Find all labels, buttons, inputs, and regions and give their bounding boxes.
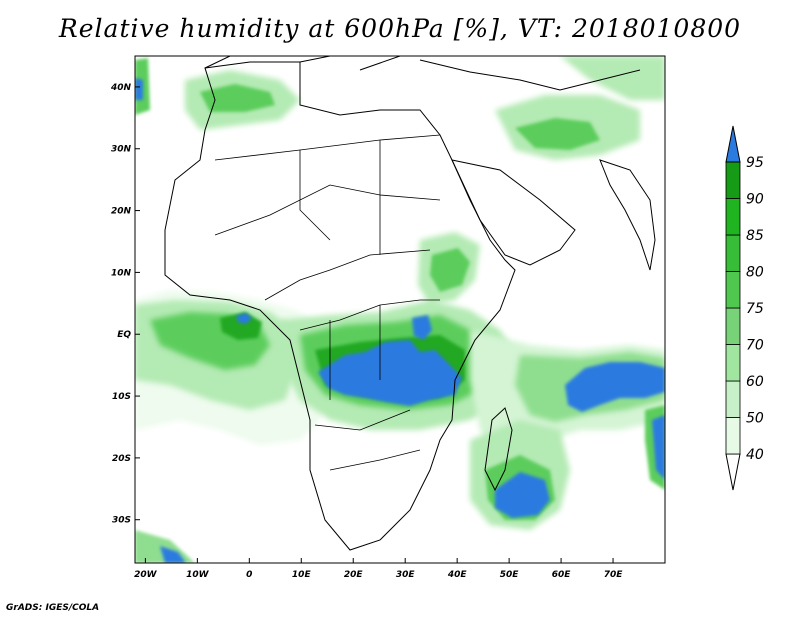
longitude-axis: 20W 10W 0 10E 20E 30E 40E 50E 60E 70E xyxy=(134,558,623,580)
lon-tick-label: 60E xyxy=(552,570,572,580)
colorbar-min-arrow xyxy=(725,453,741,491)
coastline-borders xyxy=(164,56,656,551)
colorbar-swatch xyxy=(725,380,741,418)
colorbar-label: 50 xyxy=(746,411,764,427)
lat-tick-label: 20S xyxy=(112,454,131,464)
colorbar-swatch xyxy=(725,307,741,345)
lon-tick-label: 30E xyxy=(396,570,416,580)
lat-tick-label: 40N xyxy=(110,83,132,93)
humidity-region-southwest-peak xyxy=(160,546,186,563)
lat-tick-label: 20N xyxy=(111,207,132,217)
madagascar-coastline xyxy=(484,407,513,492)
humidity-region-northwest-peak xyxy=(135,78,143,100)
colorbar-label: 90 xyxy=(746,192,764,208)
lon-tick-label: 20E xyxy=(344,570,364,580)
colorbar-swatch xyxy=(725,417,741,455)
colorbar-swatch xyxy=(725,271,741,309)
humidity-region-middle-east-inner xyxy=(515,118,600,150)
colorbar-swatch xyxy=(725,344,741,382)
colorbar-swatch xyxy=(725,234,741,272)
colorbar-label: 80 xyxy=(746,265,764,281)
lat-tick-label: 10N xyxy=(111,268,132,278)
arabia-coastline xyxy=(451,159,576,266)
lon-tick-label: 40E xyxy=(447,570,468,580)
lon-tick-label: 10E xyxy=(292,570,312,580)
humidity-region-northeast xyxy=(560,56,665,100)
colorbar-label: 75 xyxy=(746,301,764,317)
lon-tick-label: 20W xyxy=(134,570,158,580)
humidity-region-great-lakes xyxy=(412,315,432,340)
humidity-region-mediterranean-inner xyxy=(200,84,275,112)
lon-tick-label: 0 xyxy=(246,570,252,580)
latitude-axis: 40N 30N 20N 10N EQ 10S 20S 30S xyxy=(110,83,140,526)
colorbar-swatch xyxy=(725,161,741,199)
humidity-region-gulf-guinea-peak xyxy=(236,313,252,324)
colorbar-max-arrow xyxy=(725,125,741,163)
lat-tick-label: 30S xyxy=(112,516,131,526)
lat-tick-label: 10S xyxy=(112,392,131,402)
colorbar-label: 60 xyxy=(746,374,764,390)
lon-tick-label: 70E xyxy=(604,570,624,580)
humidity-field xyxy=(135,56,665,563)
map-frame xyxy=(134,55,666,564)
credit-label: GrADS: IGES/COLA xyxy=(6,603,100,613)
chart-title: Relative humidity at 600hPa [%], VT: 201… xyxy=(58,14,742,43)
colorbar-label: 85 xyxy=(746,228,764,244)
colorbar-label: 40 xyxy=(746,447,764,463)
lon-tick-label: 50E xyxy=(500,570,520,580)
humidity-region-east-patch-core xyxy=(652,415,665,480)
humidity-region-ethiopia-inner xyxy=(430,248,470,292)
india-coastline xyxy=(599,159,656,271)
humidity-region-congo-saturated xyxy=(318,340,462,406)
interior-borders xyxy=(214,134,441,471)
colorbar-label: 70 xyxy=(746,338,764,354)
colorbar: 40 50 60 70 75 80 85 90 95 xyxy=(725,125,764,491)
colorbar-swatch xyxy=(725,198,741,236)
humidity-region-cyclone-band xyxy=(565,362,665,412)
colorbar-label: 95 xyxy=(746,155,764,171)
humidity-region-south-indian-saturated xyxy=(495,472,550,518)
africa-coastline xyxy=(164,61,516,551)
lon-tick-label: 10W xyxy=(186,570,210,580)
lat-tick-label: 30N xyxy=(111,145,132,155)
lat-tick-label: EQ xyxy=(117,330,131,340)
europe-coastline xyxy=(204,56,641,91)
humidity-region-gulf-guinea-core xyxy=(220,312,262,340)
